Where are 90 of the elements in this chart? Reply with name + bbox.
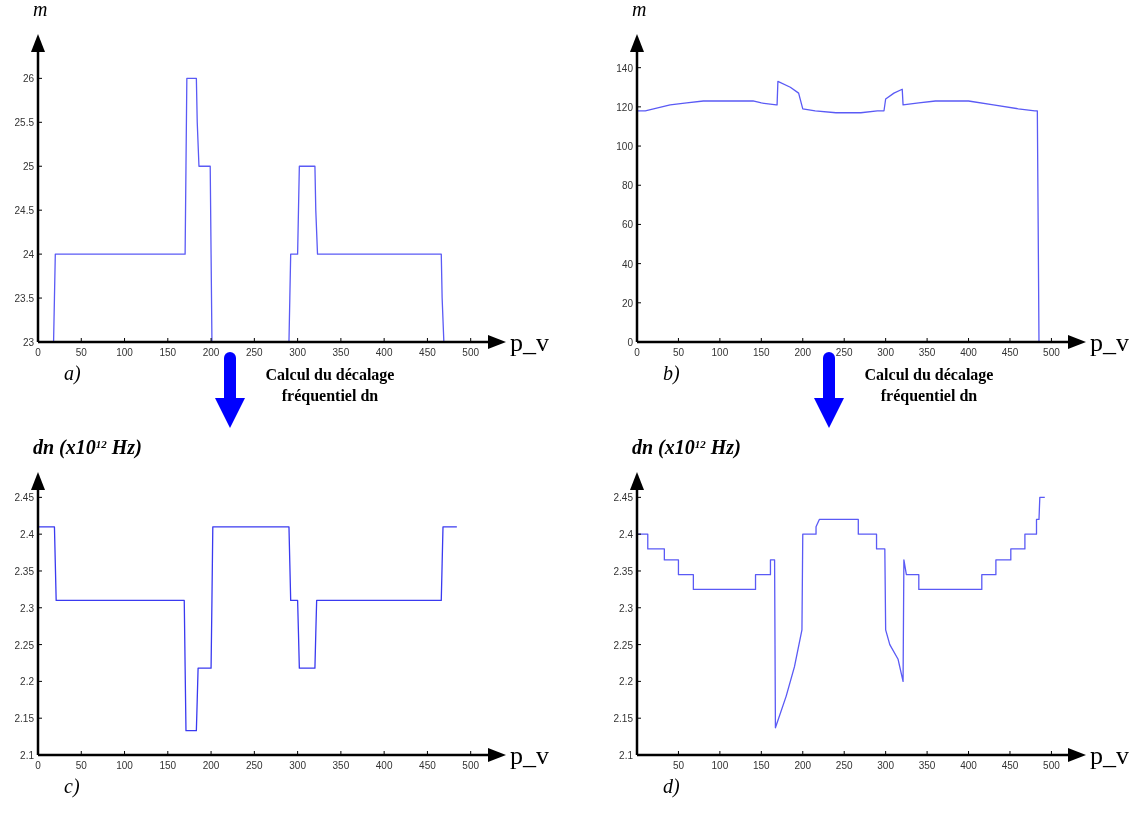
x-tick-label: 250 (835, 347, 853, 358)
text: Calcul du décalage fréquentiel dn (265, 366, 395, 405)
y-tick-label: 2.3 (20, 602, 35, 614)
y-tick-label: 25.5 (14, 117, 35, 129)
y-tick-label: 140 (616, 62, 634, 74)
x-tick-label: 150 (752, 760, 771, 771)
x-tick-label: 0 (634, 347, 641, 358)
x-tick-label: 350 (918, 347, 936, 358)
y-tick-label: 23.5 (14, 293, 35, 305)
y-tick-label: 2.15 (613, 713, 634, 725)
x-tick-label: 50 (672, 347, 685, 358)
x-tick-label: 450 (419, 347, 437, 358)
y-axis-title: dn (x10$^{12}$ Hz) (632, 436, 741, 459)
x-tick-label: 200 (202, 760, 220, 771)
x-axis-title: p_v (1090, 741, 1129, 770)
x-tick-label: 0 (35, 347, 42, 358)
y-tick-label: 2.25 (14, 639, 35, 651)
y-tick-label: 0 (627, 337, 634, 348)
x-tick-label: 300 (289, 760, 307, 771)
text: Calcul du décalage fréquentiel dn (864, 366, 994, 405)
x-axis-title: p_v (1090, 328, 1129, 357)
y-tick-label: 80 (621, 180, 634, 192)
x-tick-label: 50 (75, 760, 88, 771)
x-tick-label: 350 (918, 760, 936, 771)
x-tick-label: 200 (794, 347, 812, 358)
text: c) (64, 775, 80, 798)
y-tick-label: 24 (22, 249, 35, 261)
x-tick-label: 150 (159, 347, 177, 358)
x-tick-label: 250 (246, 760, 264, 771)
y-tick-label: 25 (22, 161, 35, 173)
y-tick-label: 2.45 (613, 492, 634, 504)
x-tick-label: 400 (960, 760, 978, 771)
y-tick-label: 24.5 (14, 205, 35, 217)
x-axis-title: p_v (510, 328, 549, 357)
y-tick-label: 2.1 (619, 750, 634, 761)
y-axis-title: m (33, 0, 48, 20)
x-tick-label: 200 (202, 347, 220, 358)
x-tick-label: 400 (960, 347, 978, 358)
x-axis-title: p_v (510, 741, 549, 770)
x-tick-label: 150 (752, 347, 771, 358)
y-tick-label: 2.2 (20, 676, 35, 688)
y-tick-label: 20 (621, 297, 634, 309)
x-tick-label: 300 (289, 347, 307, 358)
x-tick-label: 250 (246, 347, 264, 358)
y-tick-label: 2.25 (613, 639, 634, 651)
y-axis-title: m (632, 0, 647, 20)
x-tick-label: 450 (1001, 347, 1019, 358)
x-tick-label: 200 (794, 760, 812, 771)
x-tick-label: 100 (711, 347, 729, 358)
y-tick-label: 2.1 (20, 750, 35, 761)
x-tick-label: 400 (375, 347, 393, 358)
x-tick-label: 100 (711, 760, 729, 771)
x-tick-label: 500 (1043, 347, 1061, 358)
y-tick-label: 2.4 (20, 529, 35, 541)
x-tick-label: 450 (1001, 760, 1019, 771)
y-tick-label: 26 (22, 73, 35, 85)
x-tick-label: 350 (332, 347, 350, 358)
x-tick-label: 300 (877, 760, 895, 771)
y-tick-label: 100 (616, 141, 634, 153)
y-axis-title: dn (x10$^{12}$ Hz) (33, 436, 142, 459)
y-tick-label: 120 (616, 101, 634, 113)
x-tick-label: 450 (419, 760, 437, 771)
y-tick-label: 2.15 (14, 713, 35, 725)
x-tick-label: 150 (159, 760, 177, 771)
y-tick-label: 60 (621, 219, 634, 231)
text: a) (64, 362, 81, 385)
x-tick-label: 300 (877, 347, 895, 358)
text: b) (663, 362, 680, 385)
x-tick-label: 0 (35, 760, 42, 771)
y-tick-label: 2.4 (619, 529, 634, 541)
x-tick-label: 250 (835, 760, 853, 771)
x-tick-label: 500 (462, 347, 480, 358)
x-tick-label: 500 (1043, 760, 1061, 771)
y-tick-label: 23 (22, 337, 35, 348)
line-series (637, 80, 1040, 343)
text: d) (663, 775, 680, 798)
y-tick-label: 40 (621, 258, 634, 270)
y-tick-label: 2.45 (14, 492, 35, 504)
x-tick-label: 400 (375, 760, 393, 771)
y-tick-label: 2.35 (613, 565, 634, 577)
y-tick-label: 2.35 (14, 565, 35, 577)
x-tick-label: 50 (75, 347, 88, 358)
x-tick-label: 50 (672, 760, 685, 771)
x-tick-label: 100 (116, 760, 134, 771)
y-tick-label: 2.3 (619, 602, 634, 614)
x-tick-label: 500 (462, 760, 480, 771)
x-tick-label: 100 (116, 347, 134, 358)
y-tick-label: 2.2 (619, 676, 634, 688)
line-series (37, 526, 458, 732)
x-tick-label: 350 (332, 760, 350, 771)
